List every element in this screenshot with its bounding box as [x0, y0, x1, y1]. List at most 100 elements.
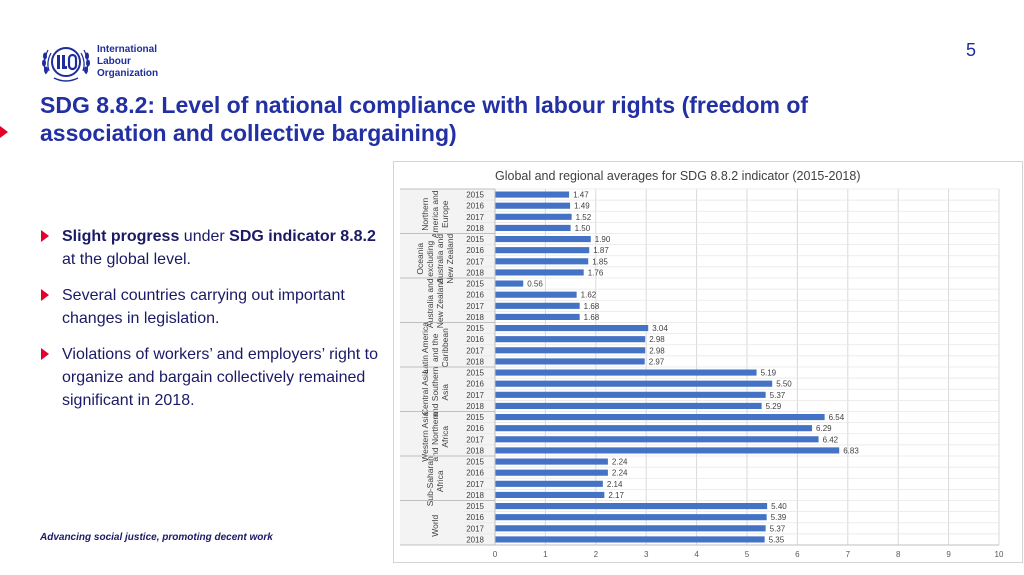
group-label-line: Africa — [435, 470, 445, 492]
slide-marker-icon — [0, 126, 8, 138]
bar-value-label: 1.90 — [595, 235, 611, 244]
group-label-line: Western Asia — [420, 412, 430, 462]
bar-chart: Global and regional averages for SDG 8.8… — [400, 169, 1004, 559]
year-tick-label: 2016 — [466, 513, 484, 522]
bar — [495, 536, 765, 543]
bar — [495, 480, 603, 487]
bar-value-label: 1.87 — [593, 246, 609, 255]
year-tick-label: 2016 — [466, 424, 484, 433]
bar — [495, 369, 757, 376]
year-tick-label: 2017 — [466, 213, 484, 222]
bar-value-label: 1.50 — [575, 224, 591, 233]
bar — [495, 525, 766, 532]
year-tick-label: 2016 — [466, 335, 484, 344]
bullet-text: at the global level. — [62, 251, 191, 268]
bar-value-label: 1.76 — [588, 268, 604, 277]
footer-tagline: Advancing social justice, promoting dece… — [40, 532, 273, 543]
year-tick-label: 2018 — [466, 402, 484, 411]
ilo-name: International Labour Organization — [97, 44, 159, 79]
bar — [495, 302, 580, 309]
x-tick-label: 3 — [644, 550, 649, 559]
year-tick-label: 2015 — [466, 458, 484, 467]
x-tick-label: 6 — [795, 550, 800, 559]
year-tick-label: 2018 — [466, 446, 484, 455]
bar-value-label: 0.56 — [527, 280, 543, 289]
bar-value-label: 2.98 — [649, 335, 665, 344]
year-tick-label: 2015 — [466, 191, 484, 200]
bar-value-label: 1.47 — [573, 191, 589, 200]
x-tick-label: 0 — [493, 550, 498, 559]
year-tick-label: 2018 — [466, 491, 484, 500]
x-tick-label: 10 — [995, 550, 1004, 559]
bar-value-label: 3.04 — [652, 324, 668, 333]
group-label-line: Australia and — [425, 278, 435, 328]
year-tick-label: 2016 — [466, 246, 484, 255]
group-label-line: excluding — [425, 241, 435, 277]
group-label-line: New Zealand — [445, 233, 455, 283]
group-label-line: Europe — [440, 200, 450, 228]
group-label-line: Sub-Saharan — [425, 456, 435, 506]
bullet-item: Slight progress under SDG indicator 8.8.… — [40, 225, 385, 271]
bar-value-label: 5.37 — [770, 391, 786, 400]
year-tick-label: 2017 — [466, 302, 484, 311]
group-label-line: New Zealand — [435, 278, 445, 328]
bar — [495, 269, 584, 276]
year-tick-label: 2018 — [466, 313, 484, 322]
bar-value-label: 1.68 — [584, 313, 600, 322]
ilo-logo: International Labour Organization — [40, 40, 170, 84]
slide-title: SDG 8.8.2: Level of national compliance … — [40, 92, 809, 146]
bullet-triangle-icon — [41, 289, 49, 301]
bar-value-label: 6.83 — [843, 446, 859, 455]
group-label-line: Australia and — [435, 234, 445, 284]
group-label-line: and Northern — [430, 412, 440, 462]
year-tick-label: 2016 — [466, 380, 484, 389]
group-label-line: Oceania — [415, 243, 425, 275]
year-tick-label: 2015 — [466, 280, 484, 289]
year-tick-label: 2017 — [466, 346, 484, 355]
bar — [495, 291, 577, 298]
bullet-list: Slight progress under SDG indicator 8.8.… — [40, 225, 385, 425]
bar-value-label: 2.14 — [607, 480, 623, 489]
year-tick-label: 2015 — [466, 324, 484, 333]
group-label: Australia andNew Zealand — [425, 278, 445, 328]
bar — [495, 191, 570, 198]
year-tick-label: 2017 — [466, 524, 484, 533]
year-tick-label: 2016 — [466, 202, 484, 211]
bar — [495, 313, 580, 320]
page-number: 5 — [966, 40, 977, 60]
group-label: OceaniaexcludingAustralia andNew Zealand — [415, 233, 455, 283]
year-tick-label: 2017 — [466, 391, 484, 400]
ilo-emblem-icon — [42, 47, 90, 82]
year-tick-label: 2017 — [466, 257, 484, 266]
bar-value-label: 6.54 — [829, 413, 845, 422]
group-label-line: America and — [430, 190, 440, 238]
bar-value-label: 6.29 — [816, 424, 832, 433]
group-label-line: Latin America — [420, 322, 430, 374]
bar — [495, 347, 646, 354]
bar — [495, 224, 571, 231]
bar-value-label: 5.39 — [771, 513, 787, 522]
bullet-text: Several countries carrying out important… — [62, 287, 345, 327]
group-label: Sub-SaharanAfrica — [425, 456, 445, 506]
x-tick-label: 7 — [846, 550, 851, 559]
year-tick-label: 2015 — [466, 502, 484, 511]
bar — [495, 325, 649, 332]
bar — [495, 414, 825, 421]
bar — [495, 458, 608, 465]
bar-value-label: 1.49 — [574, 202, 590, 211]
bar — [495, 336, 646, 343]
group-label: NorthernAmerica andEurope — [420, 190, 450, 238]
bullet-text: Violations of workers’ and employers’ ri… — [62, 346, 378, 409]
bar — [495, 402, 762, 409]
year-tick-label: 2018 — [466, 268, 484, 277]
year-tick-label: 2015 — [466, 235, 484, 244]
group-label-line: and Southern — [430, 366, 440, 417]
group-label-line: Asia — [440, 384, 450, 401]
year-tick-label: 2016 — [466, 291, 484, 300]
year-tick-label: 2018 — [466, 357, 484, 366]
bar — [495, 514, 767, 521]
x-tick-label: 8 — [896, 550, 901, 559]
bar — [495, 358, 645, 365]
bar — [495, 425, 813, 432]
year-tick-label: 2015 — [466, 413, 484, 422]
